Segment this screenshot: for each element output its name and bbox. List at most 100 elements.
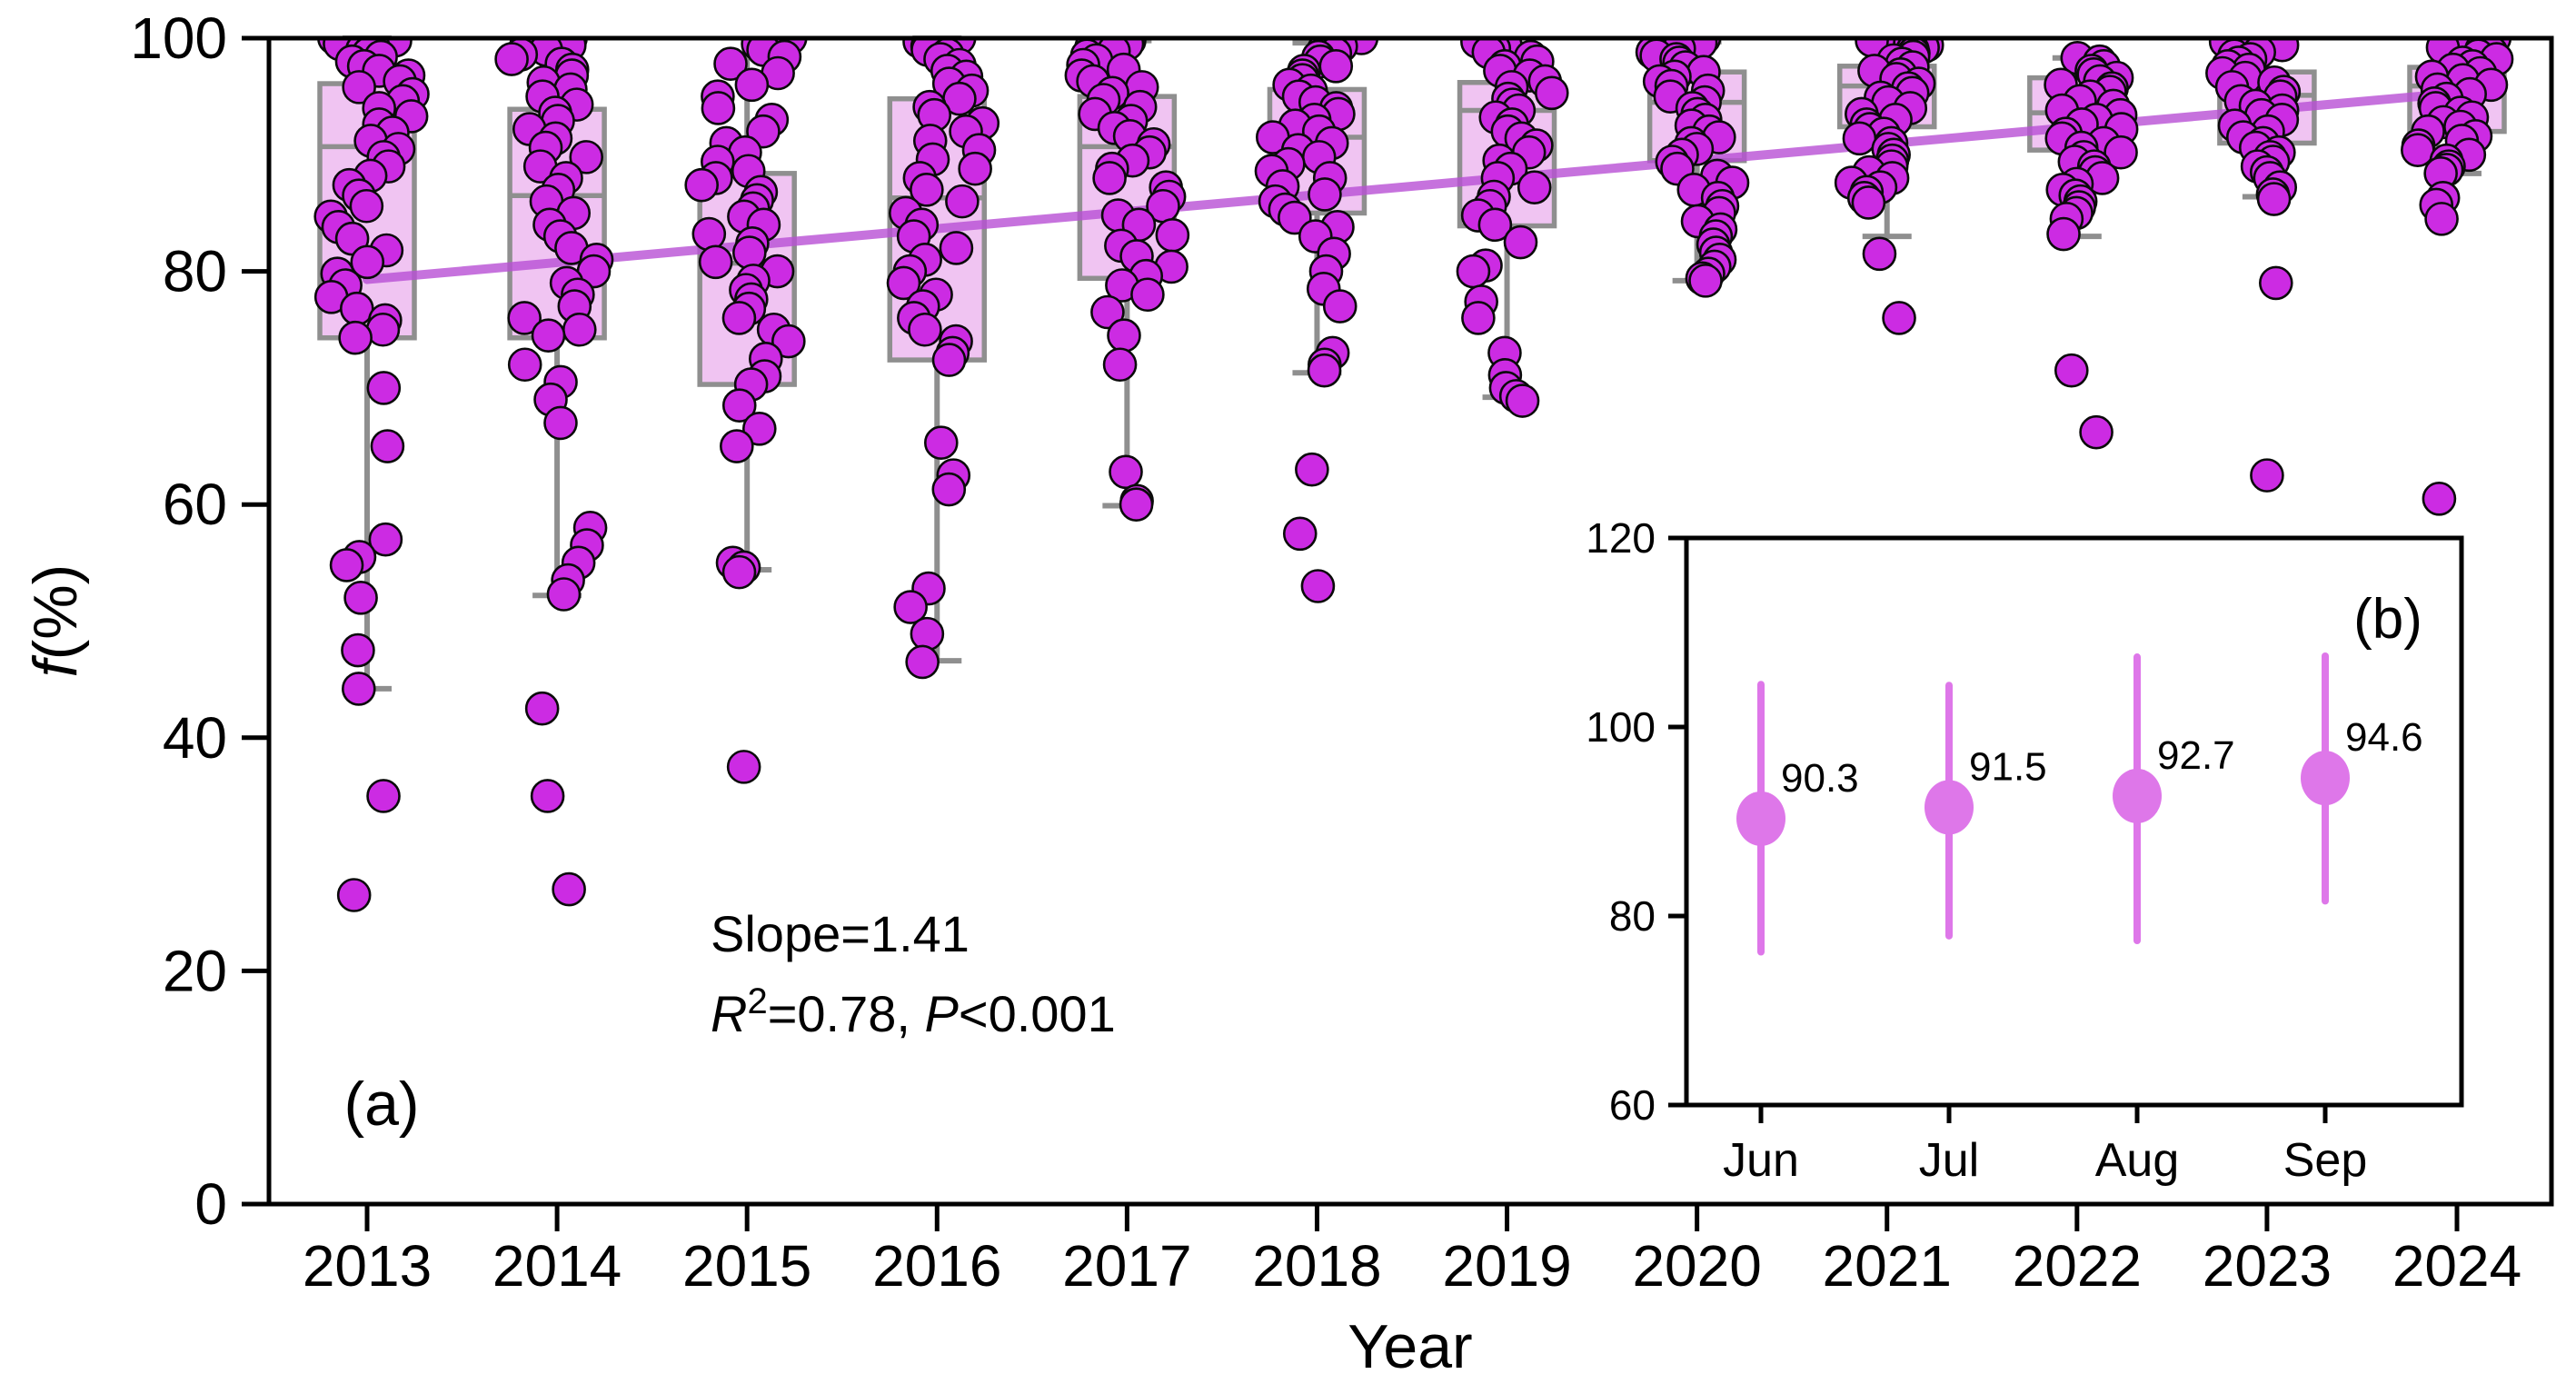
scatter-point <box>341 632 375 668</box>
scatter-point <box>507 347 542 383</box>
scatter-point <box>349 188 384 224</box>
scatter-point <box>366 779 401 813</box>
scatter-point <box>1282 516 1318 552</box>
inset-x-tick-label: Jul <box>1919 1134 1979 1187</box>
scatter-point <box>1503 224 1538 260</box>
mean-marker-Jul <box>1925 780 1974 835</box>
scatter-point <box>1318 48 1354 84</box>
scatter-point <box>341 672 376 706</box>
scatter-point <box>741 412 777 446</box>
mean-marker-Jun <box>1736 791 1785 846</box>
inset-errorbars-layer: 90.3 91.5 92.7 94.6 <box>1736 652 2423 956</box>
x-tick-label: 2016 <box>872 1233 1001 1299</box>
scatter-point <box>732 235 767 270</box>
mean-value-label-Jun: 90.3 <box>1781 756 1859 801</box>
scatter-point <box>939 231 974 265</box>
scatter-point <box>734 67 770 103</box>
scatter-point <box>562 312 597 347</box>
scatter-point <box>1090 294 1125 330</box>
scatter-point <box>1295 452 1329 487</box>
scatter-point <box>339 291 374 326</box>
scatter-point <box>2046 216 2081 252</box>
scatter-point <box>1505 383 1540 418</box>
scatter-point <box>336 878 372 912</box>
inset-frame <box>1684 535 2464 1108</box>
inset-x-tick-label: Jun <box>1723 1134 1799 1187</box>
inset-x-tick-label: Sep <box>2283 1134 2368 1187</box>
scatter-point <box>1300 569 1336 603</box>
scatter-point <box>2256 182 2292 216</box>
x-axis-label: Year <box>1348 1312 1472 1381</box>
scatter-point <box>1534 75 1569 111</box>
scatter-point <box>2422 481 2457 516</box>
scatter-point <box>1851 185 1886 220</box>
scatter-point <box>2250 458 2284 493</box>
scatter-point <box>771 324 806 359</box>
y-axis-label: f(%) <box>21 564 90 678</box>
scatter-point <box>2258 265 2293 301</box>
main-axes-ticks: 0 20 40 60 80 100 2013 2014 2015 2016 2017 2018 2019… <box>130 5 2521 1299</box>
scatter-point <box>2104 134 2138 170</box>
scatter-point <box>1307 353 1342 388</box>
y-tick-label: 20 <box>163 938 227 1003</box>
scatter-point <box>569 140 604 174</box>
inset-y-tick-label: 80 <box>1609 892 1656 940</box>
mean-marker-Sep <box>2301 751 2350 806</box>
main-panel: 0 20 40 60 80 100 2013 2014 2015 2016 2017 2018 2019… <box>21 5 2554 1381</box>
x-tick-label: 2022 <box>2013 1233 2142 1299</box>
scatter-point <box>931 472 967 507</box>
scatter-point <box>691 216 727 252</box>
scatter-point <box>721 301 757 335</box>
scatter-point <box>1119 487 1154 523</box>
scatter-point <box>338 320 373 355</box>
scatter-point <box>886 265 921 301</box>
scatter-point <box>931 343 967 377</box>
x-tick-label: 2020 <box>1632 1233 1761 1299</box>
scatter-point <box>1155 218 1190 253</box>
scatter-point <box>1456 254 1491 289</box>
inset-y-tick-label: 60 <box>1609 1081 1656 1129</box>
mean-marker-Aug <box>2113 768 2162 823</box>
scatter-point <box>910 616 945 652</box>
scatter-point <box>1322 289 1358 324</box>
scatter-point <box>1107 318 1141 353</box>
main-plot-frame <box>266 35 2554 1207</box>
scatter-point <box>530 779 565 813</box>
scatter-point <box>713 46 748 82</box>
scatter-point <box>552 871 586 907</box>
scatter-point <box>546 577 582 612</box>
scatter-point <box>507 301 542 335</box>
whiskers-layer <box>343 35 2482 692</box>
y-tick-label: 80 <box>163 239 227 304</box>
inset-x-tick-label: Aug <box>2095 1134 2180 1187</box>
x-tick-label: 2015 <box>682 1233 811 1299</box>
scatter-point <box>908 312 942 347</box>
scatter-point <box>366 371 402 405</box>
scatter-point <box>910 172 944 207</box>
scatter-point <box>1688 264 1723 298</box>
mean-value-label-Sep: 94.6 <box>2345 715 2423 760</box>
x-tick-label: 2021 <box>1823 1233 1952 1299</box>
scatter-point <box>698 244 733 280</box>
scatter-point <box>350 244 385 280</box>
trend-layer <box>363 88 2462 284</box>
x-tick-label: 2017 <box>1062 1233 1191 1299</box>
scatter-point <box>531 318 566 353</box>
x-tick-label: 2023 <box>2203 1233 2332 1299</box>
scatter-point <box>1517 170 1552 205</box>
regression-stats-text: R2=0.78, P<0.001 <box>711 981 1116 1042</box>
y-tick-label: 40 <box>163 705 227 771</box>
scatter-point <box>1092 161 1127 195</box>
scatter-point <box>721 388 757 423</box>
scatter-point <box>543 405 578 441</box>
scatter-point <box>2079 414 2114 450</box>
scatter-point <box>1882 301 1916 335</box>
scatter-point <box>2054 353 2089 388</box>
panel-a-label: (a) <box>343 1070 419 1139</box>
scatter-point <box>893 590 928 624</box>
regression-slope-text: Slope=1.41 <box>711 905 970 962</box>
scatter-point <box>343 581 378 615</box>
